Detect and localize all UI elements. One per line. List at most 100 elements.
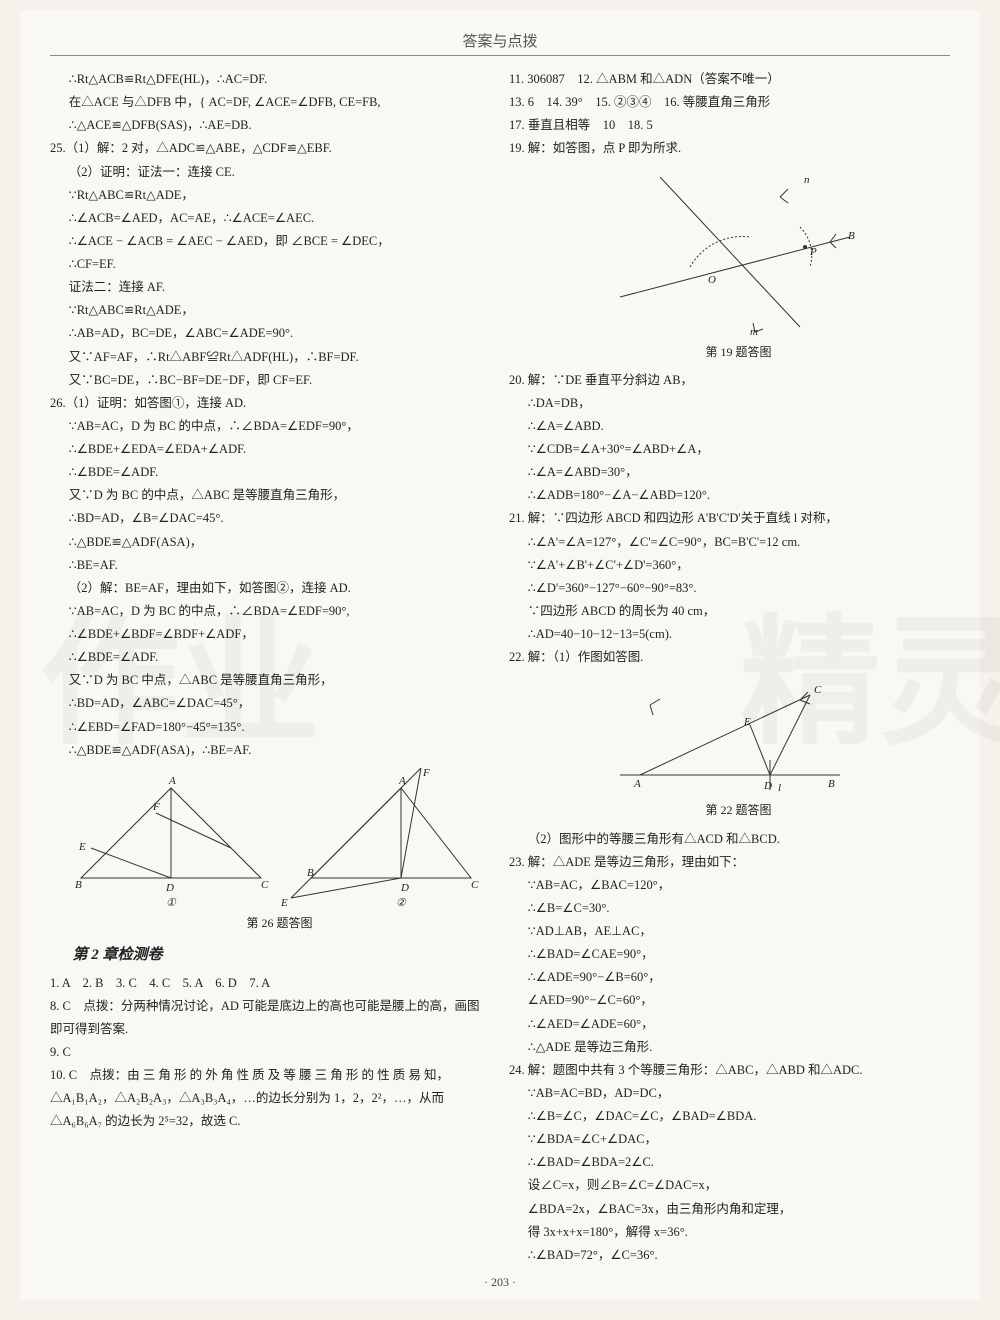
two-column-layout: ∴Rt△ACB≌Rt△DFE(HL)，∴AC=DF. 在△ACE 与△DFB 中… [50,68,950,1267]
text-line: 得 3x+x+x=180°，解得 x=36°. [509,1221,950,1244]
text-line: ∴AD=40−10−12−13=5(cm). [509,623,950,646]
svg-text:F: F [422,768,430,779]
text-line: 8. C 点拨：分两种情况讨论，AD 可能是底边上的高也可能是腰上的高，画图即可… [50,995,491,1041]
text-line: ∴∠ADE=90°−∠B=60°， [509,966,950,989]
page-header: 答案与点拨 [50,30,950,56]
text-line: （2）图形中的等腰三角形有△ACD 和△BCD. [509,828,950,851]
svg-text:E: E [280,897,288,908]
text-line: ∴∠BDE=∠ADF. [50,461,491,484]
text-line: 又∵D 为 BC 中点，△ABC 是等腰直角三角形， [50,669,491,692]
text-line: ∠AED=90°−∠C=60°， [509,989,950,1012]
text-line: 25.（1）解：2 对，△ADC≌△ABE，△CDF≌△EBF. [50,137,491,160]
text-line: ∴∠A=∠ABD. [509,415,950,438]
text-line: ∴BD=AD，∠B=∠DAC=45°. [50,507,491,530]
text-line: ∴∠BAD=∠CAE=90°， [509,943,950,966]
text-line: 24. 解：题图中共有 3 个等腰三角形：△ABC，△ABD 和△ADC. [509,1059,950,1082]
text-line: ∴BE=AF. [50,554,491,577]
text-line: ∴△ADE 是等边三角形. [509,1036,950,1059]
text-line: 22. 解：（1）作图如答图. [509,646,950,669]
text-line: ∵Rt△ABC≌Rt△ADE， [50,184,491,207]
text-line: ∴∠BAD=72°，∠C=36°. [509,1244,950,1267]
svg-text:O: O [708,274,716,286]
text-line: ∵∠A'+∠B'+∠C'+∠D'=360°， [509,554,950,577]
svg-text:B: B [828,778,835,790]
text-line: ∴∠D'=360°−127°−60°−90°=83°. [509,577,950,600]
text-line: 设∠C=x，则∠B=∠C=∠DAC=x， [509,1174,950,1197]
text-line: ∴∠B=∠C，∠DAC=∠C，∠BAD=∠BDA. [509,1105,950,1128]
text-line: ∴∠BAD=∠BDA=2∠C. [509,1151,950,1174]
figure-26-caption: 第 26 题答图 [50,912,491,934]
svg-text:n: n [804,174,810,186]
page-number: · 203 · [20,1275,980,1290]
figure-22-caption: 第 22 题答图 [509,799,950,821]
svg-text:D: D [400,882,409,894]
text-line: ∵AB=AC，D 为 BC 的中点，∴∠BDA=∠EDF=90°， [50,415,491,438]
text-line: ∵AD⊥AB，AE⊥AC， [509,920,950,943]
text-line: ∴∠BDE+∠EDA=∠EDA+∠ADF. [50,438,491,461]
svg-text:A: A [633,778,641,790]
text-line: ∵AB=AC=BD，AD=DC， [509,1082,950,1105]
svg-text:C: C [814,684,822,696]
text-line: ∴BD=AD，∠ABC=∠DAC=45°， [50,692,491,715]
chapter-2-title: 第 2 章检测卷 [50,942,491,970]
svg-text:A: A [398,775,406,787]
text-line: ∵∠CDB=∠A+30°=∠ABD+∠A， [509,438,950,461]
text-line: ∴∠AED=∠ADE=60°， [509,1013,950,1036]
text-line: 19. 解：如答图，点 P 即为所求. [509,137,950,160]
text-line: ∴Rt△ACB≌Rt△DFE(HL)，∴AC=DF. [50,68,491,91]
text-line: ∴∠ACE − ∠ACB = ∠AEC − ∠AED，即 ∠BCE = ∠DEC… [50,230,491,253]
text-line: ∵四边形 ABCD 的周长为 40 cm， [509,600,950,623]
text-line: 23. 解：△ADE 是等边三角形，理由如下： [509,851,950,874]
svg-text:D: D [165,882,174,894]
text-line: ∴DA=DB， [509,392,950,415]
svg-text:A: A [168,775,176,787]
text-line: 在△ACE 与△DFB 中，{ AC=DF, ∠ACE=∠DFB, CE=FB, [50,91,491,114]
svg-text:①: ① [166,897,177,908]
text-line: 证法二：连接 AF. [50,276,491,299]
text-line: 20. 解：∵DE 垂直平分斜边 AB， [509,369,950,392]
svg-text:E: E [743,716,751,728]
svg-text:E: E [78,841,86,853]
text-line: 1. A 2. B 3. C 4. C 5. A 6. D 7. A [50,972,491,995]
text-line: 又∵BC=DE，∴BC−BF=DE−DF，即 CF=EF. [50,369,491,392]
text-line: 17. 垂直且相等 10 18. 5 [509,114,950,137]
text-line: ∠BDA=2x，∠BAC=3x，由三角形内角和定理， [509,1198,950,1221]
text-line: ∴△ACE≌△DFB(SAS)，∴AE=DB. [50,114,491,137]
text-line: 21. 解：∵四边形 ABCD 和四边形 A'B'C'D'关于直线 l 对称， [509,507,950,530]
text-line: （2）解：BE=AF，理由如下，如答图②，连接 AD. [50,577,491,600]
figure-19-caption: 第 19 题答图 [509,341,950,363]
text-line: （2）证明：证法一：连接 CE. [50,161,491,184]
text-line: ∴∠A'=∠A=127°，∠C'=∠C=90°，BC=B'C'=12 cm. [509,531,950,554]
figure-26: A B C D E F A B C D E F ① ② [61,768,481,908]
text-line: ∵AB=AC，D 为 BC 的中点，∴∠BDA=∠EDF=90°, [50,600,491,623]
svg-text:l: l [778,782,781,794]
figure-22: A B C D E l [600,675,860,795]
svg-text:P: P [809,246,817,258]
text-line: 9. C [50,1041,491,1064]
text-line: 又∵AF=AF，∴Rt△ABF≌Rt△ADF(HL)，∴BF=DF. [50,346,491,369]
figure-19: O B P m n [600,167,860,337]
svg-text:F: F [152,801,160,813]
text-line: 26.（1）证明：如答图①，连接 AD. [50,392,491,415]
page: 作业 精灵 答案与点拨 ∴Rt△ACB≌Rt△DFE(HL)，∴AC=DF. 在… [20,10,980,1300]
text-line: 又∵D 为 BC 的中点，△ABC 是等腰直角三角形， [50,484,491,507]
text-line: ∴∠EBD=∠FAD=180°−45°=135°. [50,716,491,739]
svg-text:B: B [75,879,82,891]
left-column: ∴Rt△ACB≌Rt△DFE(HL)，∴AC=DF. 在△ACE 与△DFB 中… [50,68,491,1267]
text-line: ∴AB=AD，BC=DE，∠ABC=∠ADE=90°. [50,322,491,345]
text-line: 13. 6 14. 39° 15. ②③④ 16. 等腰直角三角形 [509,91,950,114]
svg-text:C: C [471,879,479,891]
right-column: 11. 306087 12. △ABM 和△ADN（答案不唯一） 13. 6 1… [509,68,950,1267]
svg-text:②: ② [396,897,407,908]
text-line: ∴∠B=∠C=30°. [509,897,950,920]
text-line: ∴∠BDE+∠BDF=∠BDF+∠ADF， [50,623,491,646]
text-line: ∴△BDE≌△ADF(ASA)， [50,531,491,554]
text-line: ∴∠BDE=∠ADF. [50,646,491,669]
text-line: ∴∠ADB=180°−∠A−∠ABD=120°. [509,484,950,507]
text-line: ∴△BDE≌△ADF(ASA)，∴BE=AF. [50,739,491,762]
text-line: ∵AB=AC，∠BAC=120°， [509,874,950,897]
svg-text:B: B [848,230,855,242]
svg-text:C: C [261,879,269,891]
text-line: ∴∠ACB=∠AED，AC=AE，∴∠ACE=∠AEC. [50,207,491,230]
text-line: ∵Rt△ABC≌Rt△ADE， [50,299,491,322]
